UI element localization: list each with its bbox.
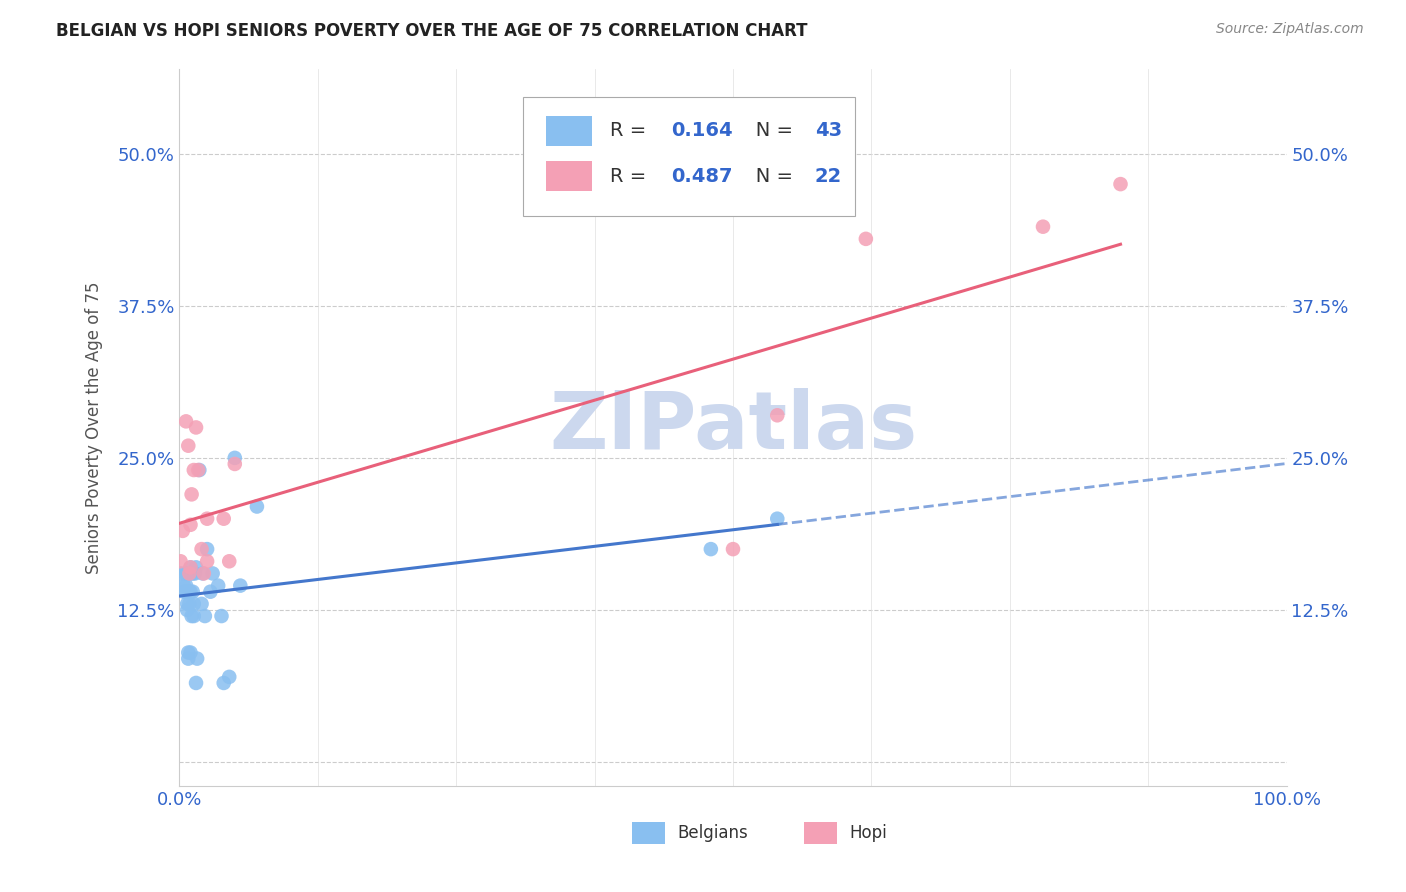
Point <box>700 542 723 557</box>
Point <box>855 232 877 246</box>
Point <box>218 670 240 684</box>
Text: N =: N = <box>737 121 800 140</box>
Point <box>721 542 744 557</box>
Point <box>766 512 789 526</box>
Point <box>193 566 215 581</box>
Point <box>212 512 235 526</box>
Point <box>188 463 211 477</box>
Point <box>179 584 201 599</box>
Y-axis label: Seniors Poverty Over the Age of 75: Seniors Poverty Over the Age of 75 <box>86 281 103 574</box>
Text: N =: N = <box>737 167 800 186</box>
Point <box>173 584 195 599</box>
Point <box>179 566 201 581</box>
Text: Hopi: Hopi <box>849 824 887 842</box>
Point <box>169 566 191 581</box>
Point <box>184 676 207 690</box>
Point <box>183 463 205 477</box>
Point <box>212 676 235 690</box>
Text: 43: 43 <box>815 121 842 140</box>
Point <box>180 487 202 501</box>
Point <box>177 651 200 665</box>
FancyBboxPatch shape <box>546 116 592 146</box>
Point <box>184 560 207 574</box>
Text: R =: R = <box>610 167 652 186</box>
Point <box>179 597 201 611</box>
Point <box>211 609 233 624</box>
Point <box>191 566 214 581</box>
Point <box>181 584 204 599</box>
FancyBboxPatch shape <box>523 97 855 216</box>
Point <box>172 524 194 538</box>
Point <box>174 566 197 581</box>
Point <box>174 579 197 593</box>
Point <box>174 584 197 599</box>
Point <box>1109 177 1132 191</box>
Point <box>195 554 218 568</box>
Point <box>179 646 201 660</box>
Point <box>169 554 191 568</box>
Point <box>184 420 207 434</box>
Text: 0.487: 0.487 <box>671 167 733 186</box>
Point <box>179 517 201 532</box>
Point <box>218 554 240 568</box>
Point <box>176 566 198 581</box>
Text: 0.164: 0.164 <box>671 121 733 140</box>
Point <box>195 512 218 526</box>
Point <box>177 646 200 660</box>
Point <box>173 579 195 593</box>
Point <box>200 584 222 599</box>
Point <box>176 603 198 617</box>
Point <box>184 566 207 581</box>
Point <box>180 609 202 624</box>
Point <box>183 597 205 611</box>
Point <box>224 457 246 471</box>
Text: Belgians: Belgians <box>678 824 748 842</box>
Point <box>179 566 201 581</box>
Point <box>224 450 246 465</box>
Point <box>207 579 229 593</box>
Text: R =: R = <box>610 121 652 140</box>
Point <box>190 542 212 557</box>
FancyBboxPatch shape <box>633 822 665 844</box>
FancyBboxPatch shape <box>804 822 837 844</box>
Point <box>177 439 200 453</box>
Point <box>201 566 224 581</box>
Point <box>190 597 212 611</box>
Point <box>183 609 205 624</box>
Point <box>174 414 197 428</box>
Point <box>246 500 269 514</box>
Point <box>195 542 218 557</box>
Text: 22: 22 <box>815 167 842 186</box>
Text: Source: ZipAtlas.com: Source: ZipAtlas.com <box>1216 22 1364 37</box>
Point <box>1032 219 1054 234</box>
FancyBboxPatch shape <box>546 161 592 191</box>
Point <box>229 579 252 593</box>
Point <box>176 597 198 611</box>
Point <box>179 560 201 574</box>
Point <box>186 651 208 665</box>
Point <box>187 463 209 477</box>
Point <box>179 560 201 574</box>
Point <box>179 566 201 581</box>
Point <box>181 566 204 581</box>
Point <box>179 584 201 599</box>
Text: ZIPatlas: ZIPatlas <box>548 388 917 467</box>
Point <box>194 609 217 624</box>
Text: BELGIAN VS HOPI SENIORS POVERTY OVER THE AGE OF 75 CORRELATION CHART: BELGIAN VS HOPI SENIORS POVERTY OVER THE… <box>56 22 807 40</box>
Point <box>766 409 789 423</box>
